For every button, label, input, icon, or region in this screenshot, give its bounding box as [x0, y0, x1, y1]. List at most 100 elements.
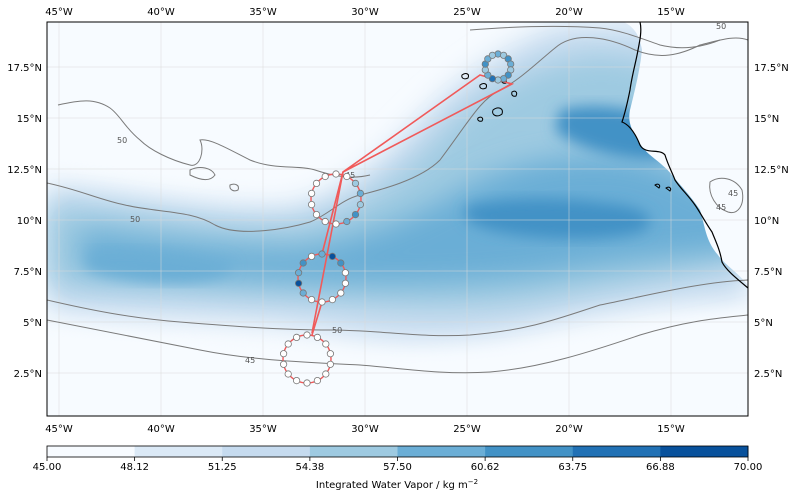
dry-northwest	[47, 22, 430, 181]
colorbar-bin	[47, 446, 136, 457]
island	[461, 73, 469, 80]
colorbar-tick-label: 48.12	[120, 462, 149, 473]
dropsonde-marker	[484, 55, 492, 63]
water-vapor-field	[47, 22, 748, 416]
lon-tick-label: 40°W	[147, 424, 175, 435]
lat-tick-label: 15°N	[17, 114, 42, 125]
dropsonde-marker	[341, 269, 349, 277]
dropsonde-marker	[343, 217, 351, 226]
contour-label: 45	[716, 203, 726, 212]
colorbar-bin	[485, 446, 574, 457]
lat-tick-label: 5°N	[754, 318, 773, 329]
dropsonde-marker	[321, 217, 329, 226]
lon-tick-label: 30°W	[351, 424, 379, 435]
colorbar-segments	[47, 446, 749, 457]
colorbar-tick-label: 54.38	[296, 462, 325, 473]
map-frame: 50 50 50 45 45 50 45 45	[46, 21, 749, 417]
dropsonde-marker	[318, 298, 326, 306]
colorbar-tick-label: 60.62	[471, 462, 500, 473]
dropsonde-marker	[337, 259, 345, 267]
contour-50-north	[47, 36, 748, 232]
island	[477, 116, 484, 122]
dropsonde-marker	[284, 340, 292, 348]
dropsonde-marker	[326, 360, 334, 368]
contour-label: 45	[245, 356, 255, 365]
dropsonde-marker	[343, 172, 351, 181]
contours	[47, 25, 748, 374]
lat-tick-label: 15°N	[754, 114, 779, 125]
moist-core-east	[464, 198, 651, 239]
lat-tick-label: 12.5°N	[754, 165, 789, 176]
dropsonde-marker	[279, 360, 288, 368]
lat-tick-label: 17.5°N	[754, 63, 789, 74]
dropsonde-marker	[499, 51, 508, 59]
dropsondes	[279, 50, 515, 387]
island	[665, 186, 672, 192]
contour-label: 50	[332, 326, 342, 335]
map-border	[46, 21, 749, 417]
colorbar-bin	[397, 446, 486, 457]
colorbar-tick-label: 66.88	[646, 462, 675, 473]
colorbar-tick-label: 63.75	[558, 462, 587, 473]
dropsonde-marker	[284, 370, 292, 378]
colorbar-bin	[134, 446, 223, 457]
dry-south	[47, 312, 748, 416]
dropsonde-marker	[328, 295, 336, 304]
dropsonde-marker	[292, 333, 301, 341]
lon-ticks-bottom: 45°W 40°W 35°W 30°W 25°W 20°W 15°W	[45, 424, 685, 435]
dropsonde-marker	[332, 220, 340, 228]
island	[511, 90, 518, 97]
contour-label: 50	[716, 22, 726, 31]
contour-label: 50	[117, 136, 127, 145]
dropsonde-marker	[307, 201, 316, 209]
lat-tick-label: 2.5°N	[754, 369, 782, 380]
gridlines	[47, 22, 748, 416]
dropsonde-marker	[313, 333, 321, 341]
dropsonde-marker	[307, 189, 316, 197]
lat-tick-label: 17.5°N	[7, 63, 42, 74]
lon-tick-label: 25°W	[453, 7, 481, 18]
axes: 45°W 40°W 35°W 30°W 25°W 20°W 15°W 45°W 40°W 35°…	[7, 7, 789, 435]
dropsonde-marker	[337, 289, 345, 297]
dropsonde-marker	[321, 172, 329, 181]
lon-tick-label: 15°W	[657, 7, 685, 18]
dropsonde-marker	[279, 350, 288, 358]
dropsonde-marker	[488, 51, 496, 59]
dropsonde-marker	[328, 252, 336, 260]
dropsonde-marker	[307, 252, 316, 260]
lon-tick-label: 40°W	[147, 7, 175, 18]
colorbar-tick-label: 51.25	[208, 462, 237, 473]
dropsonde-marker	[299, 289, 307, 297]
contour-45-north	[57, 100, 371, 178]
flight-route-segment	[311, 301, 323, 336]
dropsonde-marker	[322, 340, 330, 348]
africa-land-fill	[624, 22, 748, 285]
flight-route-segment	[321, 171, 344, 255]
lon-tick-label: 45°W	[45, 7, 73, 18]
lon-tick-label: 20°W	[555, 424, 583, 435]
colorbar-bin	[660, 446, 749, 457]
west-africa-coast	[621, 22, 748, 289]
contour-label: 50	[130, 215, 140, 224]
dropsonde-marker	[303, 379, 311, 387]
dropsonde-marker	[351, 211, 360, 219]
lat-ticks-right: 17.5°N 15°N 12.5°N 10°N 7.5°N 5°N 2.5°N	[754, 63, 789, 380]
lon-tick-label: 25°W	[453, 424, 481, 435]
dropsonde-marker	[356, 201, 364, 209]
dropsonde-marker	[294, 279, 303, 287]
colorbar-bin	[309, 446, 399, 457]
dropsonde-marker	[307, 295, 316, 304]
lat-tick-label: 10°N	[17, 216, 42, 227]
dropsonde-marker	[294, 269, 303, 277]
lat-tick-label: 2.5°N	[14, 369, 42, 380]
flight-route-line	[311, 74, 515, 334]
dropsonde-marker	[332, 170, 340, 178]
colorbar: 45.00 48.12 51.25 54.38 57.50 60.62 63.75 66.88…	[33, 445, 763, 491]
dropsonde-marker	[312, 211, 321, 219]
colorbar-tick-label: 70.00	[734, 462, 763, 473]
dropsonde-marker	[341, 279, 349, 287]
dropsonde-marker	[299, 259, 307, 267]
lon-tick-label: 15°W	[657, 424, 685, 435]
lon-tick-label: 30°W	[351, 7, 379, 18]
contour-50-top	[469, 25, 721, 49]
